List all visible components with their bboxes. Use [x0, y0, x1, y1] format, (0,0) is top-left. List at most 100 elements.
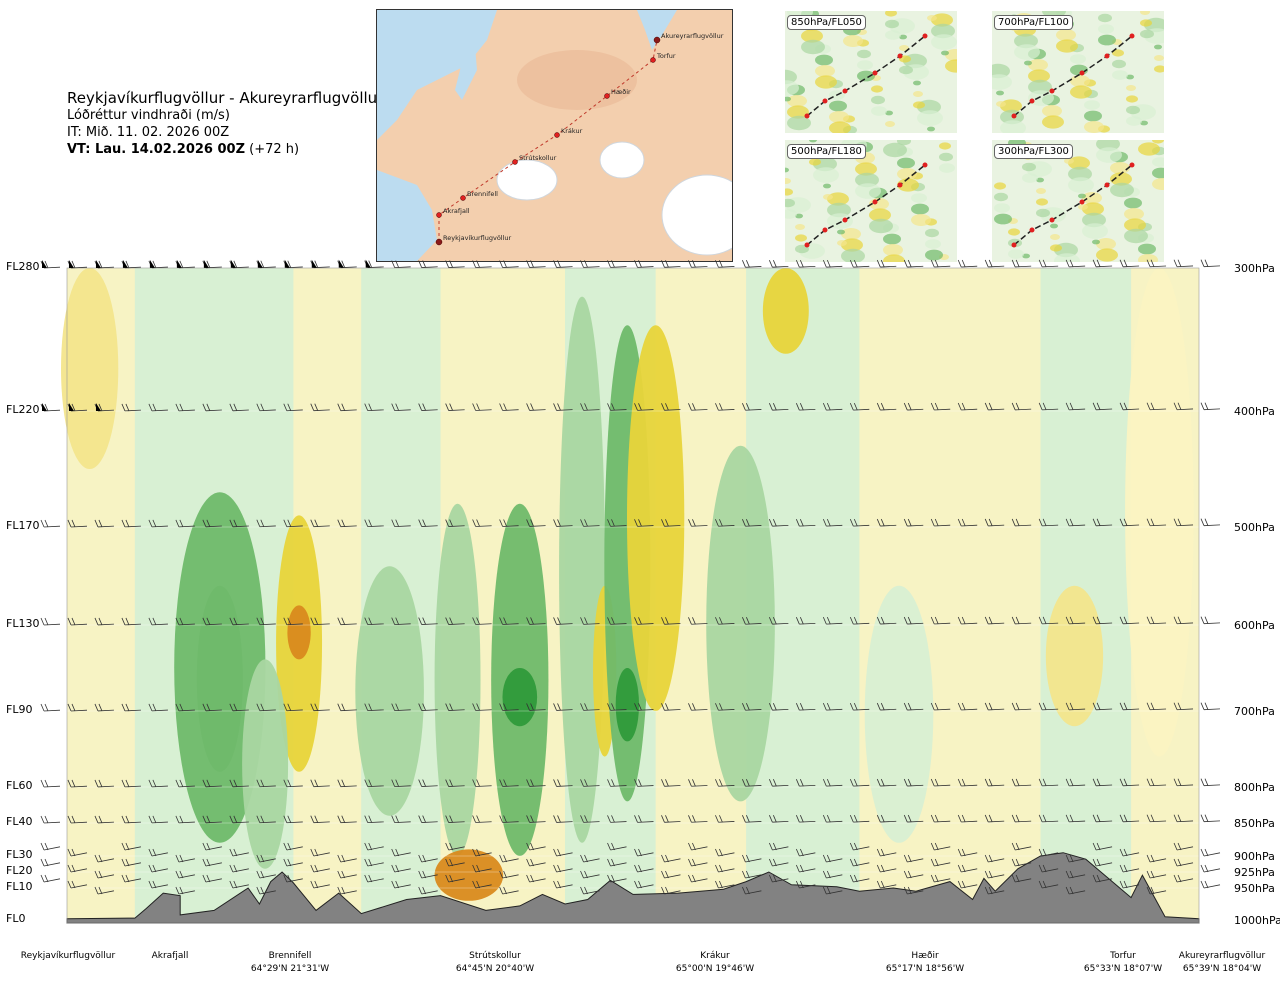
thumbnail-blob: [897, 178, 919, 192]
wind-barb-feather: [557, 815, 561, 823]
wind-barb-shaft: [1203, 868, 1221, 873]
wind-barb-feather: [1015, 842, 1020, 851]
wind-barb-shaft: [664, 525, 681, 527]
wind-barb-feather: [580, 703, 584, 711]
wind-barb-feather: [530, 403, 534, 411]
wind-barb-feather: [418, 815, 423, 823]
wind-barb-shaft: [961, 708, 978, 711]
wind-barb-shaft: [151, 884, 168, 889]
wind-barb-feather: [661, 870, 665, 879]
wind-barb-feather: [934, 814, 939, 823]
wind-barb-shaft: [1096, 265, 1113, 268]
wind-barb-shaft: [799, 524, 816, 527]
wind-barb-shaft: [1042, 820, 1059, 823]
wind-barb-feather: [1150, 886, 1155, 895]
wind-barb-feather: [337, 403, 342, 411]
wind-barb-feather: [1146, 702, 1151, 710]
wind-barb-feather: [719, 617, 723, 625]
wind-barb-shaft: [529, 409, 546, 411]
wind-barb-feather: [1173, 858, 1178, 867]
wind-barb-feather: [607, 779, 611, 787]
wind-barb-feather: [773, 874, 777, 883]
wind-barb-feather: [175, 886, 180, 895]
wind-barb-feather: [229, 703, 234, 711]
downdraft-region: [1045, 585, 1104, 727]
thumbnail-blob: [939, 152, 953, 162]
wind-barb-feather: [746, 617, 750, 625]
wind-barb-feather: [445, 779, 450, 787]
thumbnail-blob: [857, 70, 875, 82]
location-name: Brennifell: [268, 951, 312, 961]
wind-barb-shaft: [367, 709, 384, 712]
wind-barb-feather: [418, 403, 423, 411]
wind-barb-feather: [607, 260, 611, 268]
wind-barb-feather: [1119, 848, 1124, 857]
wind-barb-feather: [202, 403, 207, 411]
wind-barb-feather: [822, 778, 827, 787]
wind-barb-feather: [445, 815, 450, 823]
wind-barb-feather: [1092, 814, 1097, 822]
wind-barb-pennant: [95, 259, 101, 268]
wind-barb-feather: [957, 616, 962, 625]
thumbnail-blob: [1036, 188, 1046, 194]
wind-barb-feather: [476, 260, 480, 268]
wind-barb-feather: [503, 617, 507, 625]
wind-barb-feather: [148, 779, 153, 788]
wind-barb-feather: [795, 815, 800, 823]
wind-barb-feather: [256, 870, 261, 879]
flight-level-label: FL90: [6, 703, 33, 716]
wind-barb-shaft: [259, 858, 276, 863]
wind-barb-shaft: [880, 265, 897, 268]
wind-barb-feather: [395, 260, 400, 268]
wind-barb-shaft: [988, 784, 1005, 787]
thumbnail-blob: [1138, 142, 1160, 156]
wind-barb-shaft: [178, 409, 195, 412]
thumbnail-blob: [1154, 55, 1164, 61]
wind-barb-feather: [1092, 842, 1097, 851]
wind-barb-feather: [449, 779, 454, 787]
wind-barb-feather: [984, 778, 989, 787]
wind-barb-feather: [125, 703, 130, 712]
wind-barb-feather: [1092, 778, 1097, 786]
wind-barb-feather: [826, 259, 831, 268]
wind-barb-shaft: [637, 821, 654, 823]
wind-barb-shaft: [70, 821, 87, 824]
wind-barb-feather: [611, 815, 615, 823]
thumbnail-blob: [1028, 90, 1054, 106]
wind-barb-feather: [607, 858, 611, 867]
wind-barb-shaft: [853, 265, 870, 268]
wind-barb-shaft: [232, 852, 249, 857]
wind-barb-feather: [849, 814, 854, 823]
wind-barb-shaft: [772, 820, 789, 823]
wind-barb-feather: [688, 617, 692, 625]
wind-barb-feather: [795, 848, 800, 857]
wind-barb-pennant: [68, 259, 74, 268]
wind-barb-feather: [769, 779, 773, 787]
thumbnail-route-point: [842, 217, 848, 223]
wind-barb-feather: [148, 815, 153, 824]
wind-barb-shaft: [1203, 852, 1221, 857]
wind-barb-feather: [71, 880, 76, 889]
wind-barb-shaft: [232, 821, 249, 824]
thumbnail-blob: [927, 15, 937, 21]
thumbnail-blob: [787, 95, 807, 107]
wind-barb-feather: [341, 703, 346, 711]
wind-barb-feather: [1069, 702, 1074, 711]
wind-barb-shaft: [151, 623, 168, 626]
wind-barb-feather: [395, 403, 400, 411]
wind-barb-feather: [283, 858, 288, 867]
wind-barb-feather: [526, 617, 530, 625]
wind-barb-feather: [175, 815, 180, 824]
wind-barb-feather: [688, 858, 692, 867]
wind-barb-feather: [476, 403, 480, 411]
wind-barb-shaft: [556, 785, 573, 787]
thumbnail-blob: [785, 167, 789, 173]
wind-barb-feather: [418, 617, 423, 625]
wind-barb-shaft: [1176, 846, 1194, 851]
thumbnail-route-point: [872, 199, 878, 205]
wind-barb-shaft: [1149, 874, 1167, 879]
thumbnail-blob: [795, 234, 807, 242]
wind-barb-feather: [499, 779, 503, 787]
pressure-level-label: 600hPa: [1234, 619, 1275, 632]
thumbnail-label: 300hPa/FL300: [994, 144, 1073, 159]
